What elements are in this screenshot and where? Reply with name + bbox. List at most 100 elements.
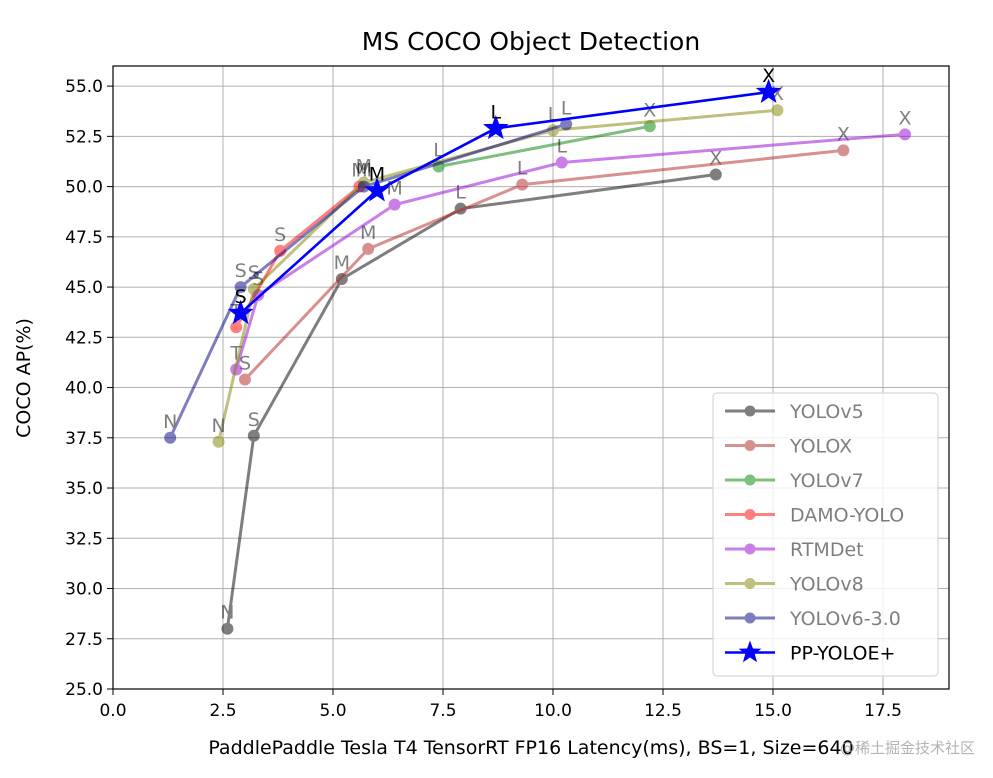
legend-entry: YOLOv5	[725, 401, 864, 423]
legend-entry: YOLOv8	[725, 574, 864, 596]
y-tick-label: 35.0	[65, 479, 103, 499]
series-line	[243, 148, 844, 381]
point-label: N	[163, 411, 177, 433]
legend-box	[712, 392, 939, 677]
legend-label: YOLOv6-3.0	[789, 608, 901, 630]
data-point	[239, 373, 251, 386]
series-yolox: S M L X	[239, 123, 850, 386]
data-point	[164, 431, 177, 444]
y-tick-label: 40.0	[65, 379, 103, 399]
legend-marker	[744, 543, 756, 555]
legend-entry: RTMDet	[725, 539, 864, 561]
data-point	[247, 283, 260, 296]
legend-label: DAMO-YOLO	[790, 505, 904, 527]
point-label: M	[356, 160, 372, 182]
data-point	[234, 281, 247, 294]
point-label: X	[643, 99, 656, 121]
point-label: L	[561, 97, 572, 119]
data-point	[516, 178, 529, 191]
x-tick-label: 5.0	[319, 701, 346, 721]
point-label: X	[898, 107, 911, 129]
point-label: M	[351, 160, 367, 182]
legend-marker	[744, 509, 756, 520]
legend-label: RTMDet	[790, 539, 864, 561]
y-tick-label: 55.0	[65, 77, 103, 97]
point-label: M	[369, 164, 385, 186]
plot-frame	[112, 65, 950, 690]
point-label: L	[548, 103, 559, 125]
series-pp-yoloe-: S M L X	[227, 65, 782, 325]
data-point	[221, 622, 234, 635]
legend-label: YOLOX	[789, 436, 852, 458]
x-tick-label: 10.0	[534, 701, 572, 721]
point-label: N	[220, 602, 234, 624]
point-label: N	[211, 415, 225, 437]
y-tick-label: 50.0	[65, 178, 103, 198]
legend-label: YOLOv5	[789, 401, 864, 423]
legend-marker	[744, 612, 756, 624]
legend-entry: PP-YOLOE+	[725, 640, 895, 665]
point-label: S	[235, 286, 247, 308]
y-tick-label: 25.0	[65, 680, 103, 700]
legend-entry: DAMO-YOLO	[725, 505, 904, 527]
series-line	[217, 108, 778, 443]
series-line	[168, 122, 567, 439]
data-point	[227, 299, 254, 325]
legend-marker	[744, 405, 756, 417]
series-line	[239, 90, 769, 315]
legend-marker	[744, 578, 756, 589]
y-tick-label: 32.5	[65, 529, 103, 549]
point-label: M	[360, 222, 376, 244]
data-point	[230, 321, 243, 334]
y-tick-label: 45.0	[65, 278, 103, 298]
data-point	[212, 435, 225, 448]
point-label: L	[433, 139, 444, 161]
point-label: X	[837, 123, 850, 145]
point-label: S	[235, 260, 247, 282]
y-tick-label: 42.5	[65, 328, 103, 348]
point-label: M	[356, 156, 372, 178]
point-label: M	[334, 252, 350, 274]
point-label: L	[491, 101, 502, 123]
legend-marker	[744, 474, 756, 486]
data-point	[709, 168, 722, 181]
x-tick-label: 12.5	[644, 701, 682, 721]
x-tick-label: 0.0	[99, 701, 126, 721]
data-point	[388, 198, 401, 211]
data-point	[837, 144, 850, 157]
point-label: L	[557, 135, 568, 157]
point-label: S	[248, 409, 260, 431]
legend-entry: YOLOv7	[725, 470, 864, 492]
y-tick-label: 37.5	[65, 429, 103, 449]
legend-entry: YOLOX	[725, 436, 852, 458]
chart-title: MS COCO Object Detection	[362, 27, 700, 56]
legend-label: PP-YOLOE+	[790, 643, 895, 665]
point-label: S	[274, 224, 286, 246]
x-tick-label: 15.0	[754, 701, 792, 721]
legend-marker	[744, 440, 756, 451]
data-point	[771, 104, 784, 117]
data-point	[364, 177, 390, 202]
y-tick-label: 30.0	[65, 580, 103, 600]
data-point	[899, 128, 911, 141]
watermark: @稀土掘金技术社区	[839, 739, 975, 757]
point-label: X	[762, 65, 775, 87]
series-yolov8: N S M L X	[211, 83, 784, 448]
legend-label: YOLOv7	[789, 470, 864, 492]
data-point	[362, 242, 375, 255]
y-tick-label: 47.5	[65, 228, 103, 248]
data-point	[755, 78, 782, 103]
legend-entry: YOLOv6-3.0	[725, 608, 901, 630]
y-tick-label: 27.5	[65, 630, 103, 650]
series-layer: NSMLXSMLXLXTSMTSMLXNSMLXNSMLSMLX	[163, 65, 912, 635]
x-tick-label: 17.5	[864, 701, 902, 721]
x-axis-label: PaddlePaddle Tesla T4 TensorRT FP16 Late…	[208, 737, 853, 759]
axes: 0.0 2.5 5.0 7.5 10.0 12.5 15.0 17.5 25.0 27.5 30.0…	[65, 65, 950, 721]
legend: YOLOv5 YOLOX YOLOv7 DAMO-YOLO RTMDet YOLOv8 YO…	[712, 392, 939, 677]
data-point	[483, 114, 509, 140]
series-line	[438, 124, 651, 168]
point-label: L	[455, 182, 466, 204]
series-yolov6-3-0: N S M L	[163, 97, 573, 444]
